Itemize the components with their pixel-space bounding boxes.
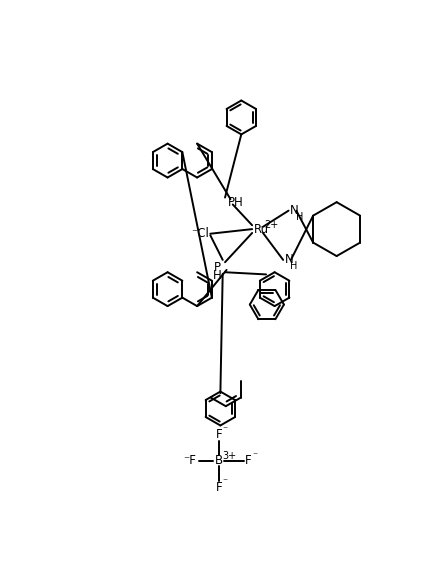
Text: F: F	[245, 454, 252, 467]
Text: H: H	[295, 212, 303, 222]
Text: PH: PH	[228, 196, 244, 209]
Text: ⁻: ⁻	[223, 425, 228, 435]
Text: N: N	[285, 253, 293, 267]
Text: F: F	[215, 428, 222, 441]
Text: ⁻F: ⁻F	[183, 454, 196, 467]
Text: Ru: Ru	[254, 223, 269, 236]
Text: H: H	[212, 269, 221, 282]
Text: ⁻: ⁻	[252, 451, 257, 461]
Text: 2+: 2+	[264, 220, 278, 230]
Text: B: B	[215, 454, 223, 467]
Text: H: H	[290, 261, 298, 271]
Text: F: F	[215, 480, 222, 494]
Text: P: P	[214, 261, 221, 274]
Text: ⁻Cl: ⁻Cl	[191, 227, 209, 240]
Text: 3+: 3+	[223, 451, 237, 461]
Text: N: N	[290, 204, 299, 217]
Text: ⁻: ⁻	[223, 478, 228, 487]
